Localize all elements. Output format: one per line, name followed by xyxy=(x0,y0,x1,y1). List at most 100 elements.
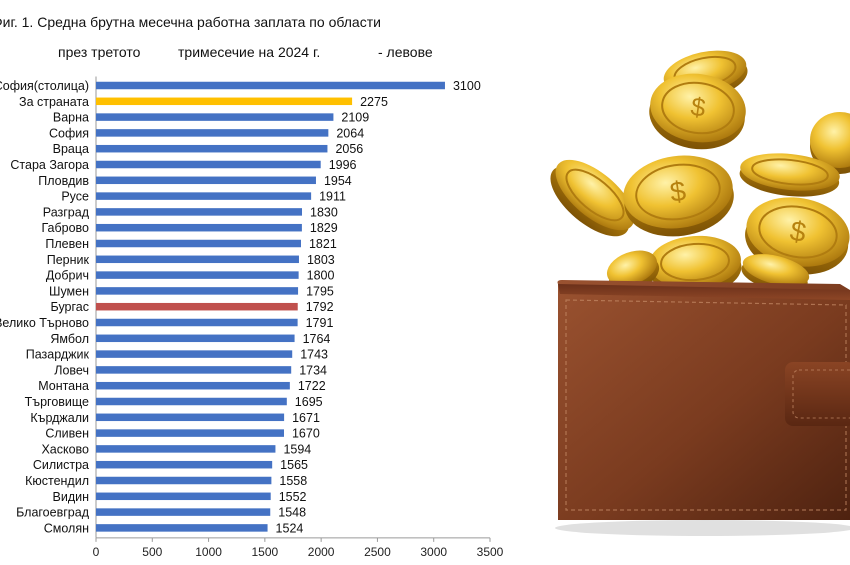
bar xyxy=(96,413,285,422)
svg-text:$: $ xyxy=(689,91,708,123)
svg-text:$: $ xyxy=(788,215,809,248)
x-tick-label: 1000 xyxy=(195,545,222,559)
data-label: 1791 xyxy=(306,316,334,330)
bar xyxy=(96,318,298,327)
bar xyxy=(96,350,293,358)
bar xyxy=(96,192,312,200)
category-label: Кюстендил xyxy=(25,474,89,488)
x-tick-label: 2000 xyxy=(308,545,335,559)
bar xyxy=(96,445,276,453)
bar xyxy=(96,334,295,343)
category-label: Перник xyxy=(47,253,90,267)
bar xyxy=(96,81,445,90)
bar xyxy=(96,366,292,374)
data-label: 1764 xyxy=(303,332,331,346)
chart-subtitle-part-2: тримесечие на 2024 г. xyxy=(178,44,321,60)
category-label: Велико Търново xyxy=(0,316,89,330)
category-label: Варна xyxy=(53,111,89,125)
bar xyxy=(96,129,329,137)
category-label: Ловеч xyxy=(54,363,89,377)
bar xyxy=(96,160,321,169)
data-label: 1821 xyxy=(309,237,337,251)
x-tick-label: 2500 xyxy=(364,545,391,559)
bar xyxy=(96,460,273,469)
chart-subtitle-part-3: - левове xyxy=(378,44,433,60)
bar xyxy=(96,302,298,311)
category-label: Монтана xyxy=(38,379,89,393)
bar xyxy=(96,144,328,153)
svg-text:$: $ xyxy=(668,175,688,208)
category-label: Кърджали xyxy=(30,411,89,425)
data-label: 1548 xyxy=(278,506,306,520)
category-label: За страната xyxy=(19,95,89,109)
category-label: Видин xyxy=(53,490,90,504)
category-label: Русе xyxy=(61,190,89,204)
bar xyxy=(96,176,316,185)
data-label: 1795 xyxy=(306,284,334,298)
bar-chart: 0 500 1000 1500 2000 2500 3000 3500 София(столиц… xyxy=(0,76,504,559)
category-label: Търговище xyxy=(25,395,89,409)
category-label: София(столица) xyxy=(0,79,89,93)
category-label: Враца xyxy=(53,142,89,156)
data-label: 1800 xyxy=(307,269,335,283)
data-label: 1830 xyxy=(310,205,338,219)
bar xyxy=(96,287,299,295)
data-label: 1552 xyxy=(279,490,307,504)
bar xyxy=(96,381,290,390)
category-label: Шумен xyxy=(49,284,89,298)
category-label: Хасково xyxy=(41,442,89,456)
bar xyxy=(96,271,299,279)
x-tick-label: 3000 xyxy=(420,545,447,559)
category-label: Сливен xyxy=(45,427,89,441)
data-label: 1670 xyxy=(292,427,320,441)
x-tick-label: 3500 xyxy=(477,545,504,559)
data-label: 2109 xyxy=(341,111,369,125)
data-label: 1594 xyxy=(283,442,311,456)
category-label: Пловдив xyxy=(38,174,89,188)
data-label: 1954 xyxy=(324,174,352,188)
bar xyxy=(96,397,287,406)
category-label: Стара Загора xyxy=(10,158,89,172)
bar xyxy=(96,429,284,437)
category-label: Благоевград xyxy=(16,506,90,520)
data-label: 3100 xyxy=(453,79,481,93)
data-label: 1792 xyxy=(306,300,334,314)
category-label: Добрич xyxy=(46,269,89,283)
bar xyxy=(96,508,271,516)
bar xyxy=(96,113,334,121)
x-tick-label: 500 xyxy=(142,545,162,559)
bar xyxy=(96,97,353,106)
data-label: 1671 xyxy=(292,411,320,425)
data-label: 1722 xyxy=(298,379,326,393)
category-label: Габрово xyxy=(41,221,89,235)
category-label: Бургас xyxy=(51,300,89,314)
data-label: 2064 xyxy=(336,126,364,140)
chart-title: Фиг. 1. Средна брутна месечна работна за… xyxy=(0,14,381,30)
data-label: 1996 xyxy=(329,158,357,172)
data-label: 2275 xyxy=(360,95,388,109)
x-tick-label: 0 xyxy=(93,545,100,559)
bar xyxy=(96,223,302,232)
data-label: 1911 xyxy=(319,190,346,204)
category-label: Смолян xyxy=(44,521,89,535)
chart-subtitle-part-1: през третото xyxy=(58,44,141,60)
data-label: 1743 xyxy=(300,348,328,362)
bar xyxy=(96,208,303,216)
category-label: Ямбол xyxy=(50,332,89,346)
data-label: 1829 xyxy=(310,221,338,235)
x-tick-label: 1500 xyxy=(252,545,279,559)
bar xyxy=(96,476,272,485)
category-label: Плевен xyxy=(45,237,89,251)
data-label: 1734 xyxy=(299,363,327,377)
data-label: 1524 xyxy=(276,521,304,535)
data-label: 1565 xyxy=(280,458,308,472)
bar xyxy=(96,239,301,248)
wallet-coins-icon: $ $ $ xyxy=(550,50,850,536)
bar xyxy=(96,492,271,501)
category-label: Разград xyxy=(43,205,90,219)
category-label: Силистра xyxy=(33,458,89,472)
bar xyxy=(96,524,268,532)
category-label: Пазарджик xyxy=(26,348,90,362)
data-label: 1695 xyxy=(295,395,323,409)
category-label: София xyxy=(49,126,89,140)
